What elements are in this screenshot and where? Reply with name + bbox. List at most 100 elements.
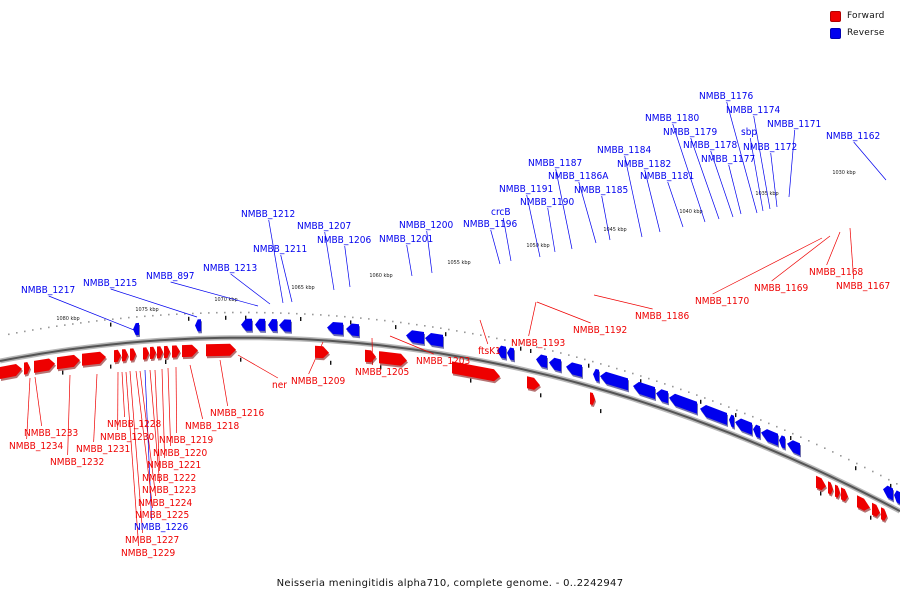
reverse-gene-arrow [195, 319, 201, 332]
gene-label: NMBB_1221 [147, 460, 201, 471]
gene-label: NMBB_1203 [416, 356, 470, 367]
minor-tick-dot [544, 348, 546, 350]
minor-tick-dot [408, 322, 410, 325]
tick-label: 1075 kbp [135, 307, 158, 313]
minor-tick-dot [248, 311, 250, 314]
minor-tick-dot [896, 483, 898, 485]
minor-tick-dot [104, 319, 106, 321]
gene-label: NMBB_1219 [159, 435, 214, 446]
forward-gene-arrow [150, 346, 156, 359]
minor-tick-dot [592, 360, 594, 363]
gene-label: NMBB_1207 [297, 221, 351, 232]
gene-label: crcB [491, 207, 511, 218]
leader-line [149, 369, 160, 484]
minor-tick-dot [848, 458, 850, 461]
minor-tick-dot [488, 336, 490, 338]
gene-label: NMBB_1223 [142, 485, 196, 496]
gene-label: NMBB_1216 [210, 408, 265, 419]
minor-tick-dot [128, 316, 130, 319]
minor-tick-dot [392, 320, 394, 323]
minor-tick-dot [152, 314, 154, 317]
feature-tick [395, 325, 397, 330]
minor-tick-dot [216, 311, 218, 314]
minor-tick-dot [360, 317, 362, 319]
minor-tick-dot [752, 415, 754, 418]
gene-label: NMBB_1212 [241, 209, 295, 220]
minor-tick-dot [80, 322, 82, 324]
leader-line [770, 152, 778, 208]
reverse-gene-arrow [894, 490, 900, 505]
feature-tick [350, 320, 352, 325]
feature-tick [890, 483, 892, 488]
leader-line [170, 281, 259, 307]
leader-line [219, 359, 228, 407]
minor-tick-dot [112, 318, 114, 320]
leader-line [502, 217, 512, 262]
minor-tick-dot [776, 425, 778, 428]
tick-label: 1040 kbp [679, 209, 702, 215]
forward-gene-arrow [857, 495, 870, 511]
leader-line [110, 288, 198, 318]
reverse-gene-arrow [566, 362, 582, 377]
gene-label: NMBB_1220 [153, 448, 208, 459]
reverse-gene-arrow [536, 354, 547, 368]
leader-line [121, 371, 125, 418]
minor-tick-dot [648, 377, 650, 380]
leader-line [853, 141, 887, 181]
legend-label-reverse: Reverse [847, 28, 885, 38]
gene-label: NMBB_1177 [701, 154, 755, 165]
gene-label: ner [272, 380, 287, 391]
leader-line [389, 335, 434, 355]
leader-line [154, 369, 160, 472]
reverse-gene-arrow [133, 322, 139, 336]
gene-label: NMBB_1178 [683, 140, 738, 151]
minor-tick-dot [504, 339, 506, 341]
leader-line [490, 229, 501, 265]
forward-gene-arrow [130, 348, 136, 361]
leader-line [67, 374, 71, 456]
minor-tick-dot [840, 455, 842, 457]
minor-tick-dot [96, 320, 98, 322]
gene-label: NMBB_1172 [743, 142, 797, 153]
leader-line [129, 370, 143, 534]
minor-tick-dot [328, 314, 330, 317]
minor-tick-dot [680, 388, 682, 391]
minor-tick-dot [376, 318, 378, 321]
minor-tick-dot [16, 332, 18, 334]
gene-label: NMBB_1200 [399, 220, 454, 231]
gene-label: NMBB_1182 [617, 159, 671, 170]
minor-tick-dot [312, 313, 314, 316]
forward-gene-arrow [315, 345, 329, 359]
minor-tick-dot [552, 350, 554, 352]
reverse-gene-arrow [241, 318, 252, 331]
leader-line [528, 301, 537, 337]
reverse-gene-arrow [787, 440, 800, 456]
minor-tick-dot [872, 470, 874, 473]
gene-label: NMBB_1176 [699, 91, 754, 102]
minor-tick-dot [632, 372, 634, 375]
minor-tick-dot [672, 385, 674, 388]
gene-label: NMBB_1217 [21, 285, 75, 296]
gene-label: NMBB_1225 [135, 510, 189, 521]
minor-tick-dot [784, 429, 786, 431]
minor-tick-dot [464, 331, 466, 334]
reverse-gene-arrow [406, 330, 424, 344]
feature-tick [445, 332, 447, 337]
minor-tick-dot [40, 327, 42, 330]
minor-tick-dot [88, 321, 90, 323]
leader-line [34, 376, 42, 427]
minor-tick-dot [728, 406, 730, 408]
minor-tick-dot [808, 440, 810, 442]
leader-line [753, 115, 771, 210]
minor-tick-dot [192, 312, 194, 315]
gene-label: NMBB_1192 [573, 325, 627, 336]
minor-tick-dot [800, 436, 802, 438]
minor-tick-dot [608, 365, 610, 367]
minor-tick-dot [232, 311, 234, 314]
minor-tick-marks [8, 311, 898, 520]
gene-label: NMBB_1184 [597, 145, 652, 156]
leader-line [479, 319, 489, 345]
gene-label: NMBB_1229 [121, 548, 176, 559]
minor-tick-dot [880, 474, 882, 477]
leader-line [161, 368, 165, 459]
